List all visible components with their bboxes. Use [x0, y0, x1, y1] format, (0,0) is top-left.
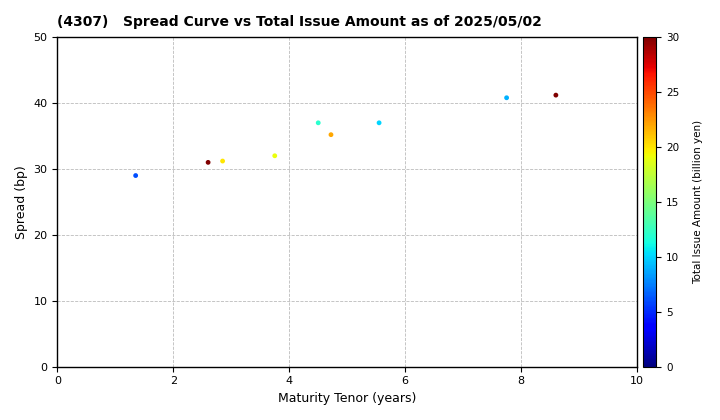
X-axis label: Maturity Tenor (years): Maturity Tenor (years)	[278, 392, 416, 405]
Point	[501, 94, 513, 101]
Point	[312, 119, 324, 126]
Point	[550, 92, 562, 98]
Y-axis label: Total Issue Amount (billion yen): Total Issue Amount (billion yen)	[693, 120, 703, 284]
Point	[269, 152, 281, 159]
Point	[374, 119, 385, 126]
Y-axis label: Spread (bp): Spread (bp)	[15, 165, 28, 239]
Point	[325, 131, 337, 138]
Point	[130, 172, 141, 179]
Text: (4307)   Spread Curve vs Total Issue Amount as of 2025/05/02: (4307) Spread Curve vs Total Issue Amoun…	[58, 15, 542, 29]
Point	[202, 159, 214, 166]
Point	[217, 158, 228, 164]
